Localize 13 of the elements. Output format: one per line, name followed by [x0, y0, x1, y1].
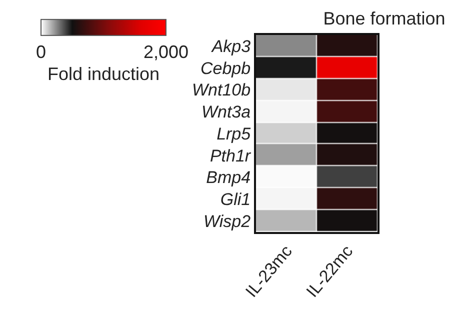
- y-tick-label: Akp3: [210, 36, 252, 56]
- color-bar-title: Fold induction: [47, 64, 160, 84]
- y-tick-label: Cebpb: [200, 58, 251, 78]
- color-bar-label: 0: [36, 42, 46, 62]
- y-tick-label: Wnt3a: [201, 102, 251, 122]
- y-tick-label: Pth1r: [210, 146, 252, 166]
- y-tick-label: Wnt10b: [192, 80, 251, 100]
- y-tick-label: Gli1: [220, 190, 251, 210]
- color-bar-label: 2,000: [143, 42, 189, 62]
- y-tick-label: Lrp5: [216, 124, 252, 144]
- chart-title: Bone formation: [323, 8, 446, 28]
- y-tick-label: Bmp4: [206, 168, 251, 188]
- y-tick-label: Wisp2: [204, 212, 252, 232]
